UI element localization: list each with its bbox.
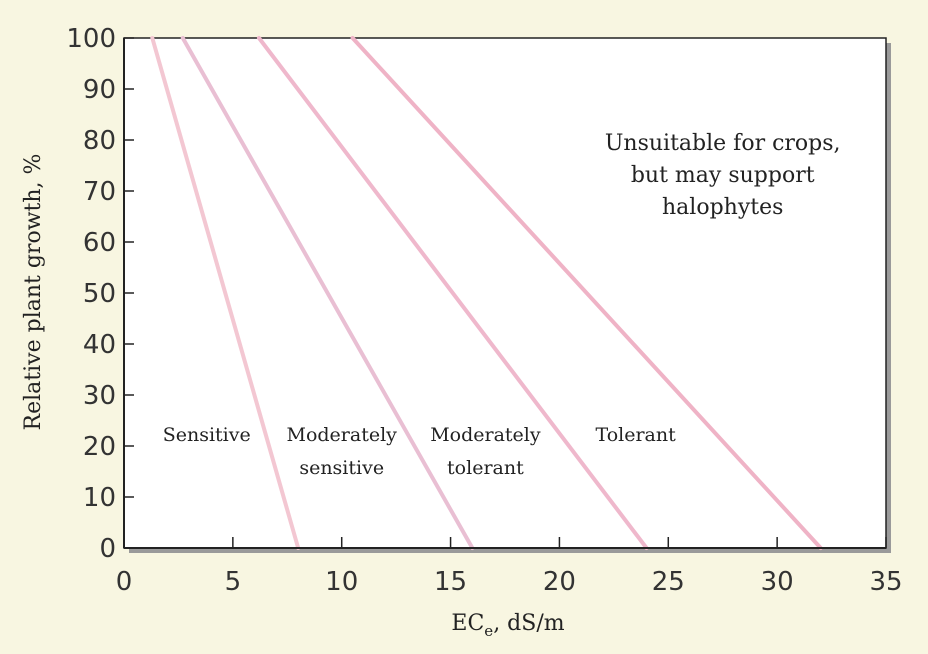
series-line-3 <box>256 36 649 550</box>
y-tick-label: 20 <box>83 432 116 462</box>
zone-label: Sensitive <box>163 424 251 446</box>
zone-label-line: Tolerant <box>596 424 677 446</box>
series-line-1 <box>150 36 301 550</box>
x-tick-label: 25 <box>652 567 685 597</box>
unsuitable-annotation: Unsuitable for crops, but may support halo… <box>605 131 841 220</box>
x-tick-label: 0 <box>116 567 133 597</box>
zone-label: Moderately tolerant <box>430 424 541 479</box>
x-tick-label: 5 <box>225 567 242 597</box>
y-tick-label: 0 <box>99 534 116 564</box>
x-tick-label: 30 <box>761 567 794 597</box>
x-axis-title-rest: , dS/m <box>493 611 565 636</box>
y-tick-label: 80 <box>83 126 116 156</box>
zone-label-line: sensitive <box>299 457 384 479</box>
y-tick-label: 30 <box>83 381 116 411</box>
annotation-line: but may support <box>631 163 815 188</box>
x-axis-title: ECe, dS/m <box>451 611 564 640</box>
series-line-4 <box>350 36 823 550</box>
zone-label-line: tolerant <box>447 457 524 479</box>
y-axis-title: Relative plant growth, % <box>21 154 46 431</box>
zone-label: Tolerant <box>596 424 677 446</box>
plot-area <box>123 37 887 549</box>
annotation-line: Unsuitable for crops, <box>605 131 841 156</box>
y-tick-label: 10 <box>83 483 116 513</box>
x-tick-label: 35 <box>869 567 902 597</box>
annotation-line: halophytes <box>662 195 783 220</box>
y-tick-label: 60 <box>83 228 116 258</box>
y-tick-label: 100 <box>66 24 116 54</box>
y-tick-label: 40 <box>83 330 116 360</box>
y-tick-label: 50 <box>83 279 116 309</box>
x-tick-label: 15 <box>434 567 467 597</box>
zone-label-line: Moderately <box>430 424 541 446</box>
x-axis-title-main: EC <box>451 611 484 636</box>
y-tick-label: 90 <box>83 75 116 105</box>
x-tick-label: 10 <box>325 567 358 597</box>
zone-label-line: Moderately <box>287 424 398 446</box>
y-tick-label: 70 <box>83 177 116 207</box>
x-tick-label: 20 <box>543 567 576 597</box>
zone-label: Moderately sensitive <box>287 424 398 479</box>
x-axis-title-subscript: e <box>484 622 493 640</box>
zone-label-line: Sensitive <box>163 424 251 446</box>
series-line-2 <box>180 36 475 550</box>
